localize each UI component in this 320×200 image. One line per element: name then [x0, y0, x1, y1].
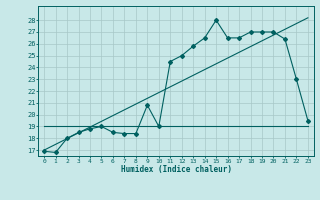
- X-axis label: Humidex (Indice chaleur): Humidex (Indice chaleur): [121, 165, 231, 174]
